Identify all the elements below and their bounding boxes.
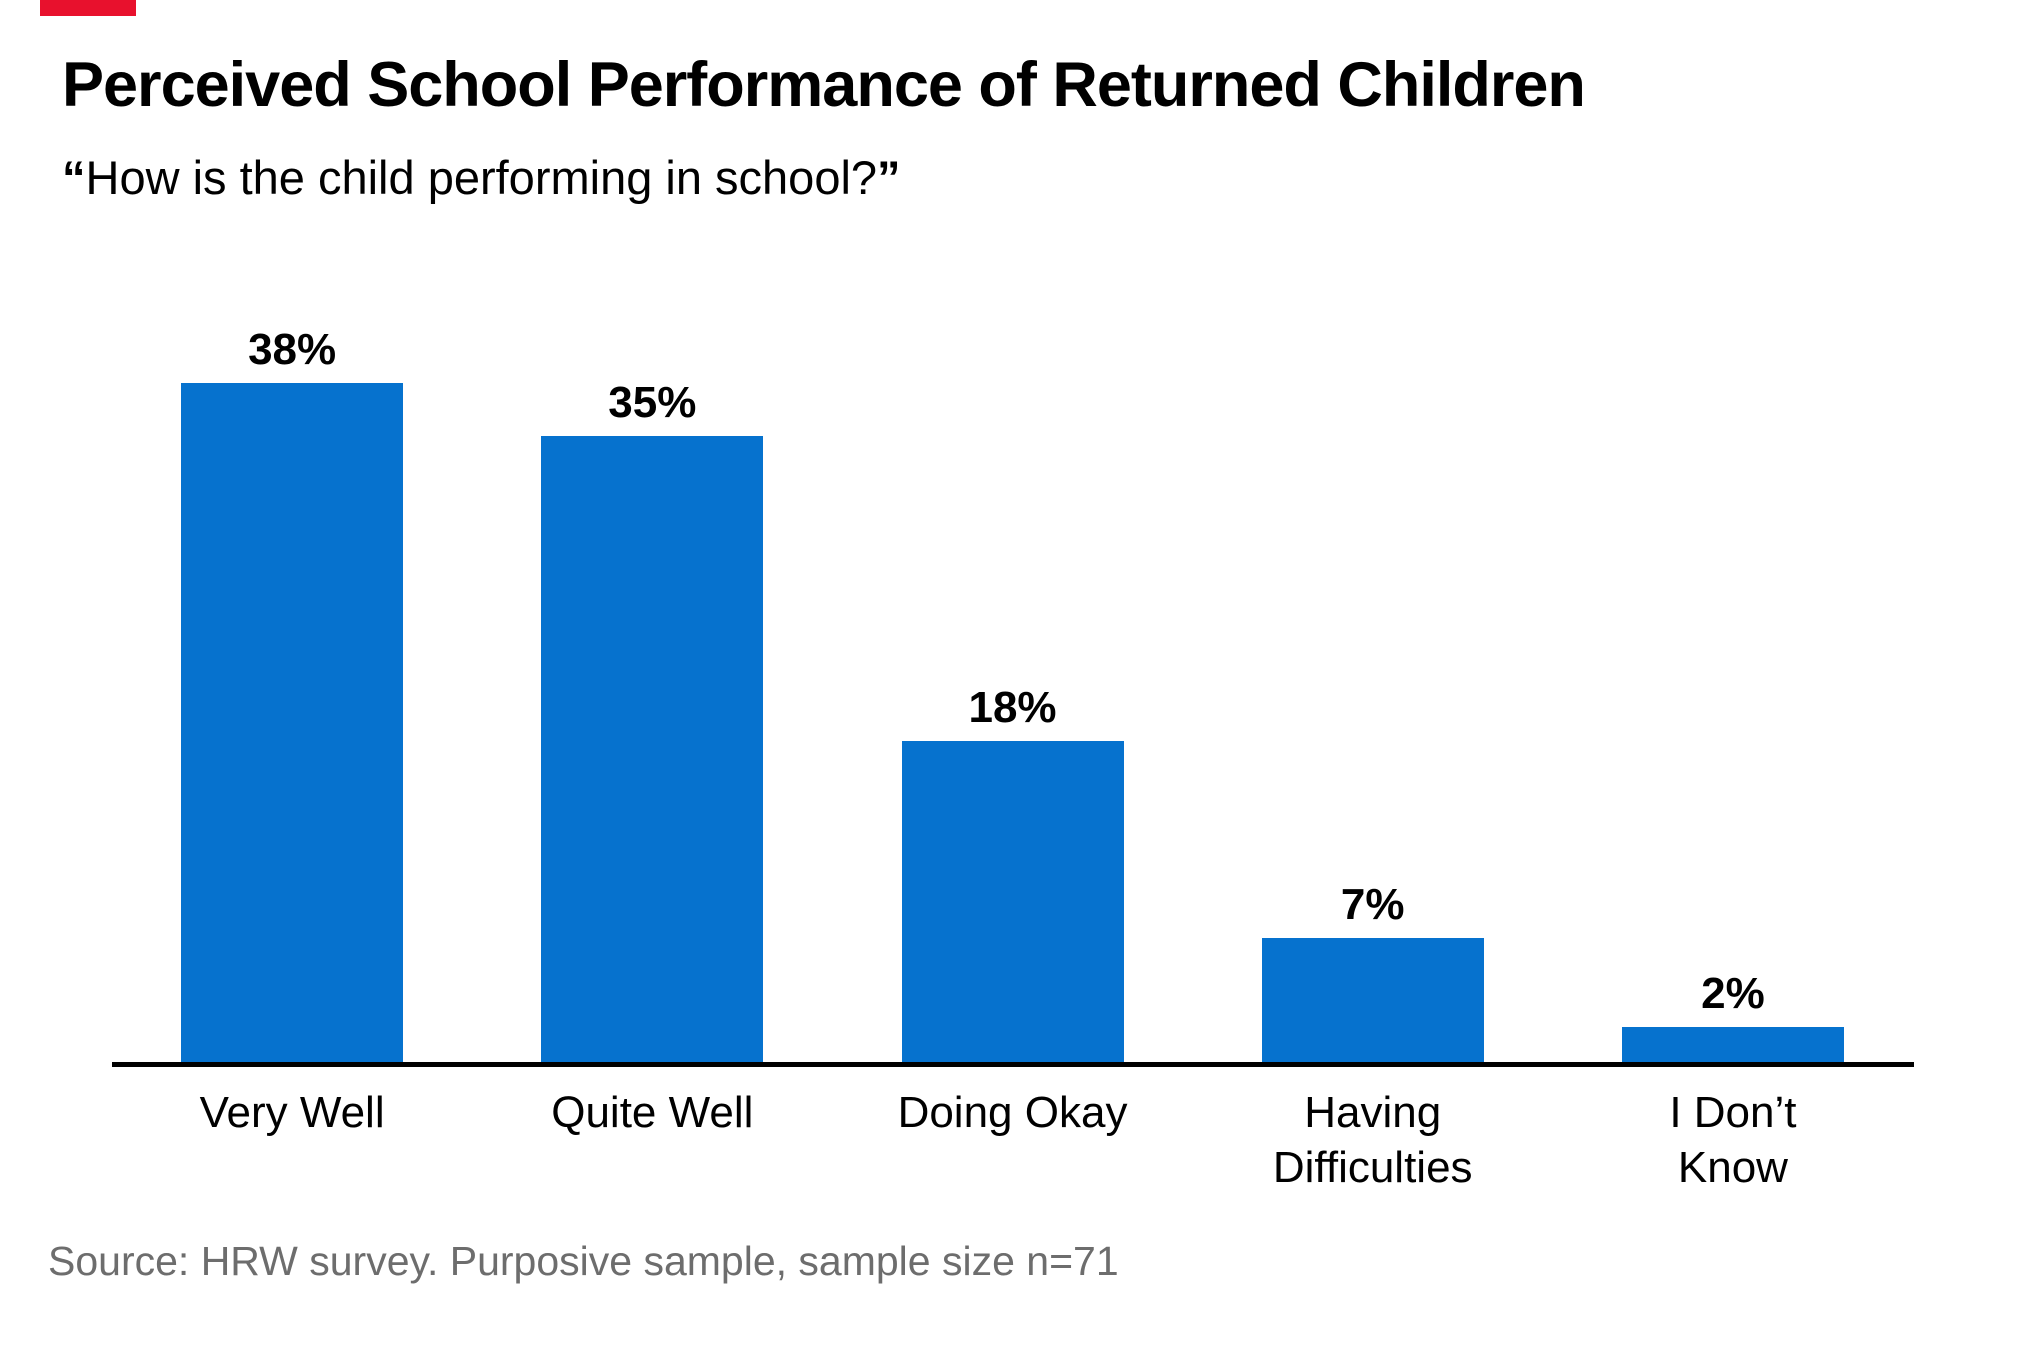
value-label-very-well: 38% bbox=[248, 325, 337, 374]
chart-subtitle: “How is the child performing in school?” bbox=[62, 150, 901, 206]
bar-having-difficulties bbox=[1261, 938, 1484, 1063]
value-label-doing-okay: 18% bbox=[968, 683, 1057, 732]
bar-very-well bbox=[181, 383, 404, 1063]
value-label-i-don-t-know: 2% bbox=[1701, 969, 1765, 1018]
bar-slot-having-difficulties: 7% bbox=[1193, 300, 1553, 1063]
bar-slot-very-well: 38% bbox=[112, 300, 472, 1063]
x-label-having-difficulties: Having Difficulties bbox=[1272, 1088, 1473, 1192]
close-quote: ” bbox=[877, 151, 901, 204]
x-axis-line bbox=[112, 1062, 1914, 1067]
bar-quite-well bbox=[541, 436, 764, 1063]
x-label-very-well: Very Well bbox=[199, 1088, 385, 1137]
bar-slot-i-don-t-know: 2% bbox=[1553, 300, 1913, 1063]
plot-area: 38% 35% 18% 7% 2% bbox=[112, 300, 1913, 1063]
chart-title: Perceived School Performance of Returned… bbox=[62, 50, 1586, 120]
open-quote: “ bbox=[62, 151, 86, 204]
x-axis-labels: Very Well Quite Well Doing Okay Having Diffi… bbox=[112, 1085, 1913, 1195]
x-label-i-don-t-know: I Don’t Know bbox=[1669, 1088, 1797, 1192]
value-label-quite-well: 35% bbox=[608, 378, 697, 427]
bar-slot-doing-okay: 18% bbox=[832, 300, 1192, 1063]
hrw-brand-mark bbox=[40, 0, 136, 16]
subtitle-text: How is the child performing in school? bbox=[85, 151, 878, 204]
value-label-having-difficulties: 7% bbox=[1340, 880, 1405, 929]
x-label-doing-okay: Doing Okay bbox=[897, 1088, 1128, 1137]
source-note: Source: HRW survey. Purposive sample, sa… bbox=[48, 1238, 1119, 1284]
bar-doing-okay bbox=[901, 741, 1124, 1063]
bar-slot-quite-well: 35% bbox=[472, 300, 832, 1063]
x-label-quite-well: Quite Well bbox=[551, 1088, 754, 1137]
bar-i-don-t-know bbox=[1621, 1027, 1844, 1063]
